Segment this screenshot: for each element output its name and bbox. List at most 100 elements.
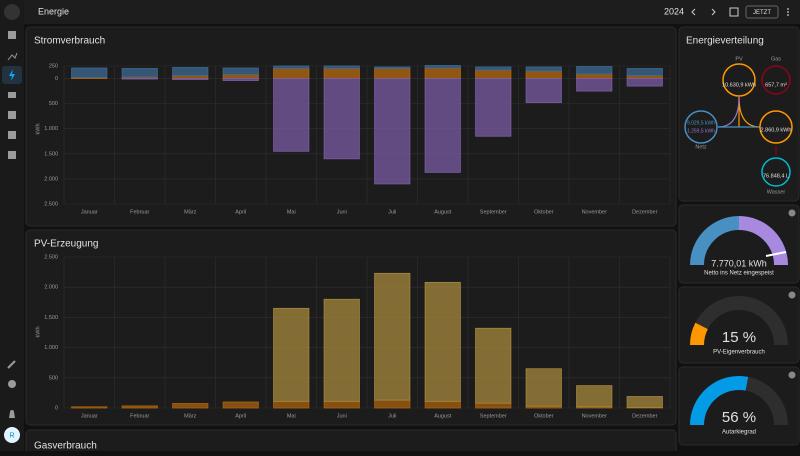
x-tick-label: Februar: [130, 209, 149, 215]
bar: [273, 65, 310, 69]
bar: [374, 66, 411, 69]
bar: [626, 78, 663, 87]
bar: [525, 70, 562, 79]
prev-button[interactable]: [691, 8, 696, 16]
x-tick-label: März: [184, 209, 196, 215]
icon-cameras[interactable]: [8, 151, 16, 159]
bar: [121, 405, 158, 409]
bar: [323, 298, 360, 402]
bar: [576, 73, 613, 79]
icon-logbook[interactable]: [8, 92, 16, 98]
bar: [121, 68, 158, 78]
x-tick-label: Juni: [337, 413, 347, 419]
gauge-arc: [738, 216, 788, 266]
bar: [172, 75, 209, 79]
bar: [273, 78, 310, 152]
y-tick-label: 1.000: [44, 126, 58, 132]
x-tick-label: Januar: [81, 209, 98, 215]
y-axis-label: kWh: [35, 327, 41, 338]
sidebar-icons: [2, 31, 22, 418]
bar: [475, 66, 512, 71]
bar: [626, 68, 663, 76]
bar: [222, 78, 259, 81]
icon-settings[interactable]: [8, 380, 16, 388]
now-button-label: JETZT: [753, 10, 771, 16]
y-tick-label: 0: [55, 405, 58, 411]
x-tick-label: Dezember: [632, 209, 658, 215]
gas-node[interactable]: [761, 65, 791, 95]
icon-dev[interactable]: [7, 360, 16, 369]
gauge-label: Autarkiegrad: [722, 430, 756, 436]
node-value: 1.259,5 kWh: [687, 128, 715, 134]
node-value: 76.848,4 L: [763, 173, 789, 179]
calendar-button[interactable]: [729, 7, 739, 17]
avatar[interactable]: [4, 427, 20, 443]
bar: [323, 65, 360, 69]
bar: [576, 78, 613, 92]
x-tick-label: Februar: [130, 413, 149, 419]
bar: [424, 65, 461, 69]
x-tick-label: Dezember: [632, 413, 658, 419]
node-value: 10.630,9 kWh: [722, 82, 756, 88]
x-tick-label: April: [235, 209, 246, 215]
bar: [374, 68, 411, 79]
bar: [424, 78, 461, 173]
node-label: Wasser: [767, 189, 786, 195]
card-gauge: [678, 204, 800, 284]
node-value: 657,7 m³: [765, 82, 787, 88]
water-node[interactable]: [761, 157, 791, 187]
header-bar: [0, 0, 800, 24]
bar: [424, 67, 461, 79]
bar: [626, 396, 663, 408]
more-button[interactable]: [787, 8, 789, 16]
bar: [273, 68, 310, 79]
x-tick-label: Oktober: [534, 209, 554, 215]
flow-lines: [717, 96, 777, 155]
x-tick-label: Juni: [337, 209, 347, 215]
bar: [374, 399, 411, 409]
x-tick-label: Oktober: [534, 413, 554, 419]
gauge-needle: [765, 251, 787, 257]
y-tick-label: 0: [55, 76, 58, 82]
home-node[interactable]: [759, 110, 793, 144]
next-button[interactable]: [711, 8, 716, 16]
bar: [475, 69, 512, 79]
bar: [525, 368, 562, 407]
grid-node[interactable]: [684, 110, 718, 144]
bar: [475, 327, 512, 404]
y-tick-label: 2.500: [44, 254, 58, 260]
y-tick-label: 250: [49, 63, 58, 69]
pv-node[interactable]: [722, 63, 756, 97]
icon-media[interactable]: [8, 111, 16, 119]
chart-title: PV-Erzeugung: [34, 239, 99, 250]
info-icons[interactable]: [788, 209, 796, 379]
icon-overview[interactable]: [8, 31, 16, 39]
bar: [525, 66, 562, 72]
icon-energy[interactable]: [9, 69, 15, 81]
now-button[interactable]: [745, 5, 779, 19]
card-title: Energieverteilung: [686, 36, 764, 47]
bar: [323, 68, 360, 79]
icon-notifications[interactable]: [9, 410, 15, 418]
x-tick-label: November: [582, 413, 608, 419]
menu-button[interactable]: [4, 4, 20, 20]
page-title: Energie: [38, 6, 69, 16]
bar: [576, 66, 613, 75]
bar: [424, 400, 461, 409]
gauge-label: Netto ins Netz eingespeist: [704, 271, 774, 277]
bar: [172, 67, 209, 76]
y-tick-label: 2.500: [44, 201, 58, 207]
bar: [576, 385, 613, 408]
gauge-arc: [690, 322, 708, 346]
node-label: PV: [735, 56, 743, 62]
y-tick-label: 500: [49, 375, 58, 381]
bar: [273, 307, 310, 402]
gauges: 7.770,01 kWh Netto ins Netz eingespeist 15…: [690, 258, 788, 436]
gauge-arc: [690, 216, 740, 266]
y-tick-label: 1.500: [44, 315, 58, 321]
icon-history[interactable]: [7, 52, 18, 61]
bar: [172, 403, 209, 409]
icon-map[interactable]: [8, 131, 16, 139]
bar: [71, 406, 108, 409]
chart-title: Gasverbrauch: [34, 441, 97, 451]
